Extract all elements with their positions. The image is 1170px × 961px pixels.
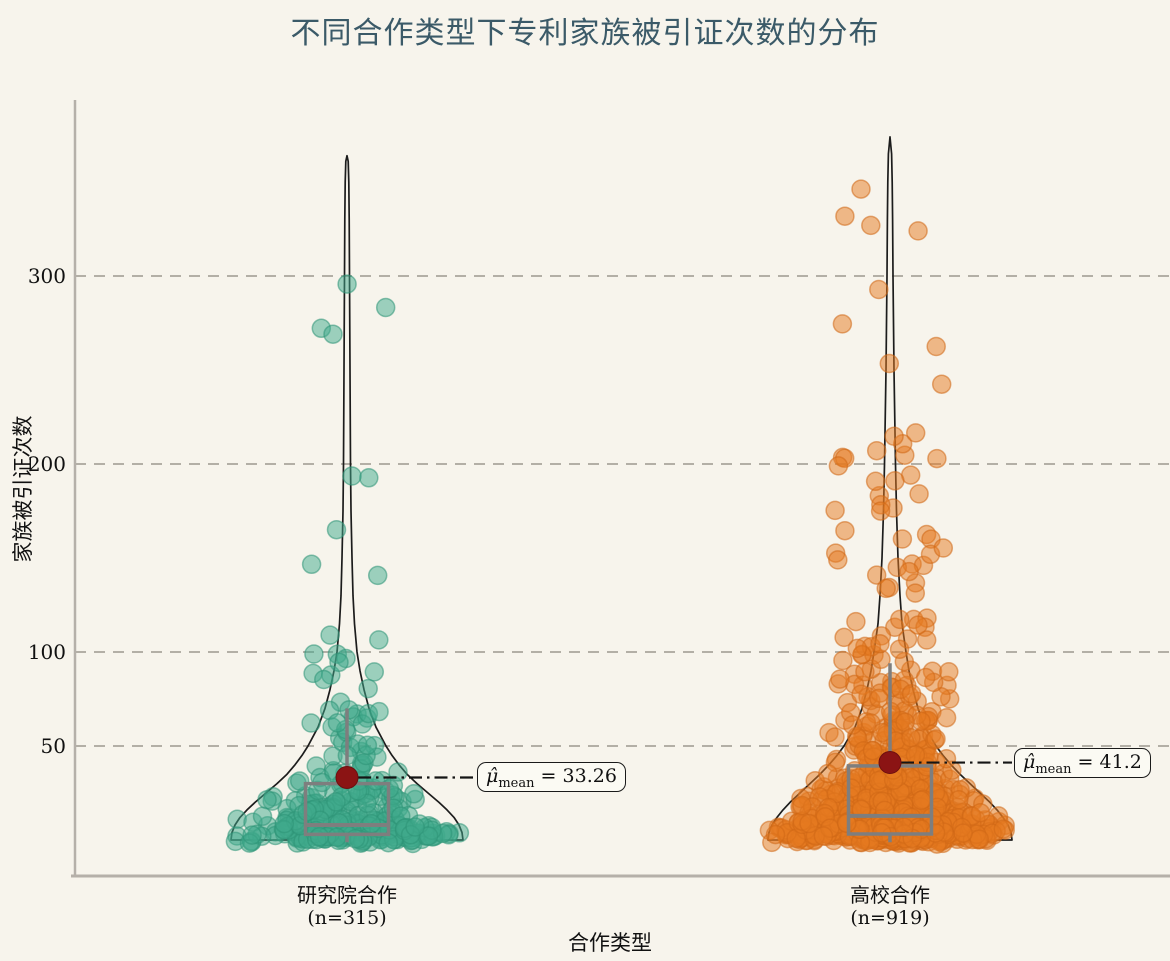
group-2-name: 高校合作 <box>850 883 930 907</box>
scatter-cloud-1 <box>225 274 470 854</box>
mean-value: = 41.2 <box>1071 751 1142 773</box>
x-tick-label-group-1: 研究院合作 (n=315) <box>227 884 467 930</box>
mean-value: = 33.26 <box>534 765 617 787</box>
chart-title: 不同合作类型下专利家族被引证次数的分布 <box>290 16 880 51</box>
x-axis-label: 合作类型 <box>568 931 652 955</box>
mean-annotation-left: μ̂mean = 33.26 <box>477 762 626 792</box>
y-tick-label-100: 100 <box>27 640 66 664</box>
mu-subscript: mean <box>1035 761 1072 777</box>
y-tick-label-300: 300 <box>27 264 66 288</box>
y-tick-label-50: 50 <box>40 734 66 758</box>
mu-subscript: mean <box>498 775 535 791</box>
scatter-cloud-2 <box>759 179 1015 854</box>
group-1-name: 研究院合作 <box>297 883 397 907</box>
mean-annotation-right: μ̂mean = 41.2 <box>1014 748 1151 778</box>
y-tick-label-200: 200 <box>27 452 66 476</box>
mean-dot-1 <box>335 765 359 789</box>
mean-dot-2 <box>878 751 902 775</box>
mu-hat-symbol: μ̂ <box>1023 751 1036 773</box>
x-tick-label-group-2: 高校合作 (n=919) <box>770 884 1010 930</box>
group-1-count: (n=315) <box>307 907 387 929</box>
y-axis-label: 家族被引证次数 <box>11 415 35 563</box>
group-2-count: (n=919) <box>850 907 930 929</box>
mu-hat-symbol: μ̂ <box>486 765 499 787</box>
